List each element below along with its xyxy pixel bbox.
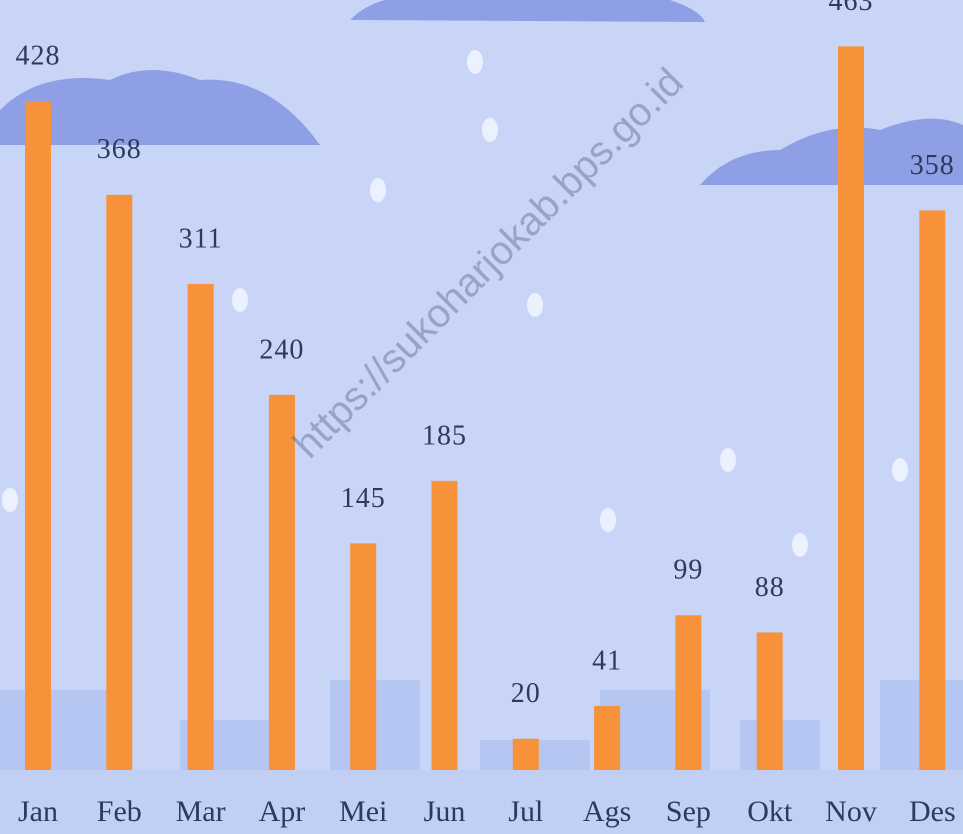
bar: [268, 394, 295, 770]
value-label: 145: [341, 483, 386, 514]
x-tick-label: Mar: [176, 795, 226, 828]
bar: [594, 705, 621, 770]
x-tick-label: Jun: [424, 795, 466, 828]
value-label: 185: [422, 420, 467, 451]
x-tick-label: Des: [909, 795, 956, 828]
x-tick-label: Ags: [583, 795, 631, 828]
value-label: 368: [97, 134, 142, 165]
bar: [431, 480, 458, 770]
bar: [350, 543, 377, 770]
value-label: 240: [259, 334, 304, 365]
cloud: [350, 0, 705, 22]
x-tick-label: Sep: [666, 795, 711, 828]
bar: [838, 46, 864, 771]
value-label: 88: [755, 572, 785, 603]
value-label: 20: [511, 678, 541, 709]
value-label: 463: [829, 0, 874, 17]
value-label: 41: [592, 645, 622, 676]
x-tick-label: Apr: [259, 795, 306, 828]
bar: [512, 738, 539, 770]
x-tick-label: Feb: [97, 795, 142, 828]
bar: [756, 632, 783, 770]
value-label: 311: [179, 223, 223, 254]
bar: [106, 194, 133, 771]
bar: [25, 101, 51, 770]
x-tick-label: Mei: [339, 795, 387, 828]
value-label: 99: [673, 555, 703, 586]
cloud: [700, 118, 963, 185]
value-label: 428: [16, 40, 61, 71]
x-tick-label: Okt: [747, 795, 793, 828]
raindrops: [2, 50, 908, 557]
x-tick-label: Jan: [18, 795, 58, 828]
bar: [919, 210, 946, 771]
x-tick-label: Nov: [825, 795, 877, 828]
bar: [675, 615, 702, 770]
cloud: [0, 70, 320, 145]
x-tick-label: Jul: [508, 795, 543, 828]
bar: [187, 283, 214, 770]
value-label: 358: [910, 150, 955, 181]
